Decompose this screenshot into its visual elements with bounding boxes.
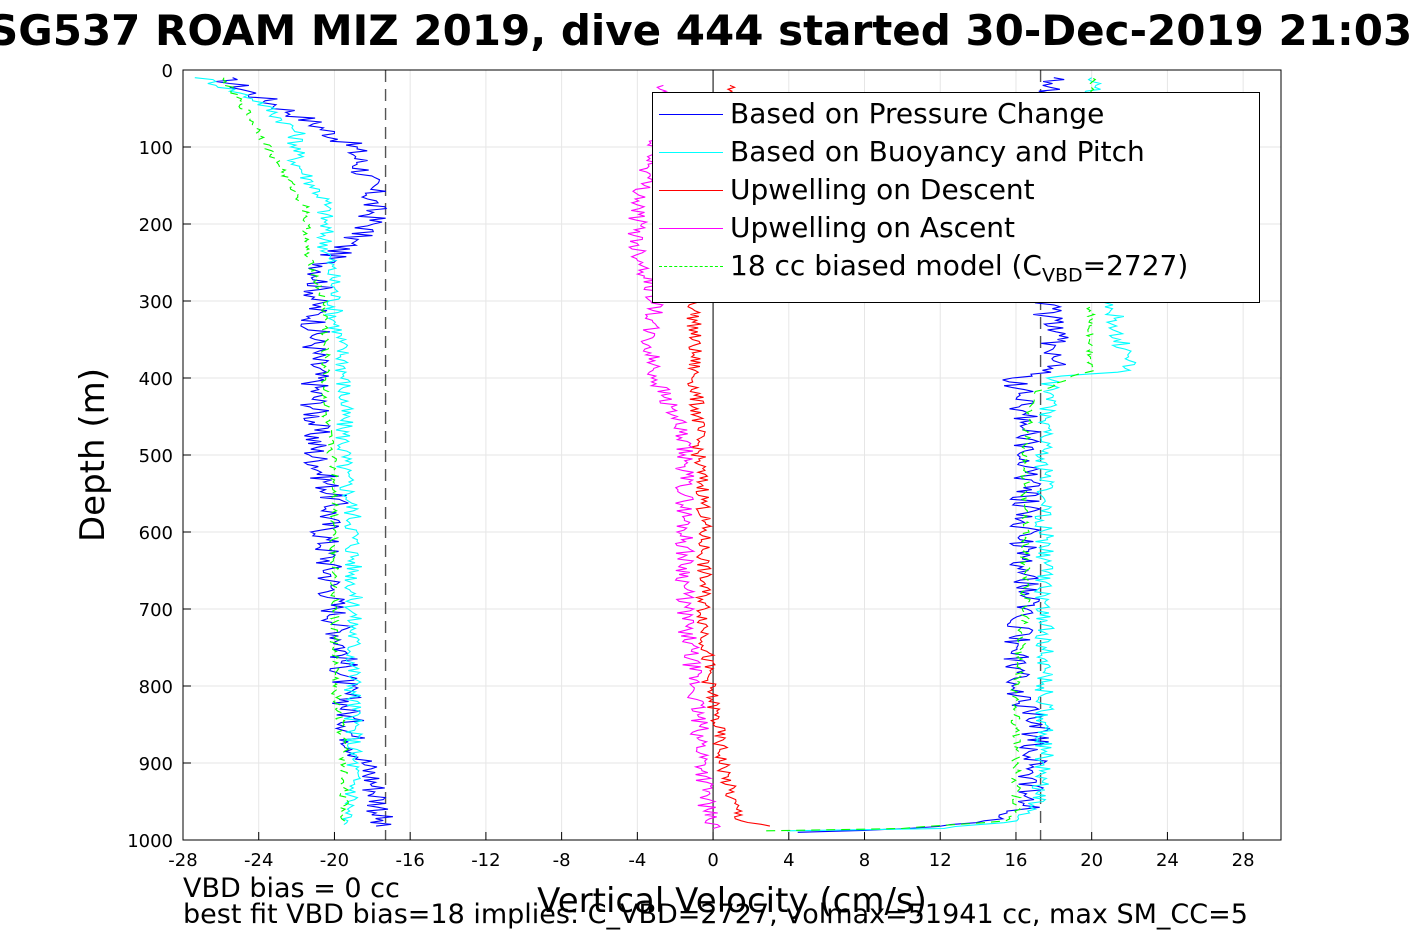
legend-item-biased-model: 18 cc biased model (CVBD=2727) — [653, 248, 1259, 287]
y-tick-label: 500 — [139, 446, 173, 467]
x-tick-label: 0 — [707, 850, 718, 871]
tick-layer: -28 -24 -20 -16 -12 -8 -4 0 4 8 12 16 20 24 28 0 100 200 3… — [127, 61, 1254, 871]
best-fit-note: best fit VBD bias=18 implies: C_VBD=2727… — [183, 899, 1248, 930]
y-tick-label: 400 — [139, 369, 173, 390]
x-tick-label: 20 — [1080, 850, 1103, 871]
x-tick-label: -24 — [244, 850, 273, 871]
series-line-descent — [215, 77, 393, 827]
y-tick-label: 0 — [162, 61, 173, 82]
x-tick-label: -28 — [168, 850, 197, 871]
x-tick-label: -8 — [553, 850, 571, 871]
legend-line-upwelling-descent — [659, 190, 723, 191]
y-tick-label: 600 — [139, 523, 173, 544]
x-tick-label: -20 — [320, 850, 349, 871]
legend-label: 18 cc biased model (CVBD=2727) — [730, 249, 1189, 287]
x-axis-label: Vertical Velocity (cm/s) — [537, 881, 927, 921]
chart-title: SG537 ROAM MIZ 2019, dive 444 started 30… — [0, 6, 1413, 55]
x-tick-label: 24 — [1156, 850, 1179, 871]
series-line-descent — [194, 77, 364, 826]
legend-label: Based on Buoyancy and Pitch — [730, 135, 1145, 168]
x-tick-label: 16 — [1005, 850, 1028, 871]
legend-item-upwelling-ascent: Upwelling on Ascent — [653, 210, 1259, 248]
series-line-ascent — [766, 77, 1097, 832]
legend-line-pressure-change — [659, 114, 723, 115]
series-line-ascent — [627, 84, 722, 830]
legend-label: Upwelling on Ascent — [730, 211, 1016, 244]
y-axis-label: Depth (m) — [73, 368, 113, 542]
y-tick-label: 100 — [139, 138, 173, 159]
legend-item-pressure-change: Based on Pressure Change — [653, 96, 1259, 134]
legend-line-biased-model — [659, 266, 723, 267]
x-tick-label: 28 — [1232, 850, 1255, 871]
x-tick-label: -16 — [395, 850, 424, 871]
y-tick-label: 200 — [139, 215, 173, 236]
series-line-descent — [220, 77, 350, 825]
legend-item-upwelling-descent: Upwelling on Descent — [653, 172, 1259, 210]
legend-label: Upwelling on Descent — [730, 173, 1035, 206]
legend-item-buoyancy-pitch: Based on Buoyancy and Pitch — [653, 134, 1259, 172]
legend-line-upwelling-ascent — [659, 228, 723, 229]
plot-frame — [182, 69, 1282, 841]
x-tick-label: 12 — [929, 850, 952, 871]
x-tick-label: -4 — [628, 850, 646, 871]
x-tick-label: 8 — [859, 850, 870, 871]
y-tick-label: 300 — [139, 292, 173, 313]
y-tick-label: 800 — [139, 677, 173, 698]
x-tick-label: 4 — [783, 850, 794, 871]
x-tick-label: -12 — [471, 850, 500, 871]
vbd-bias-note: VBD bias = 0 cc — [183, 873, 400, 904]
y-tick-label: 900 — [139, 754, 173, 775]
y-tick-label: 1000 — [127, 831, 173, 852]
y-tick-label: 700 — [139, 600, 173, 621]
legend-label: Based on Pressure Change — [730, 97, 1105, 130]
legend-line-buoyancy-pitch — [659, 152, 723, 153]
legend: Based on Pressure Change Based on Buoyan… — [652, 92, 1260, 303]
